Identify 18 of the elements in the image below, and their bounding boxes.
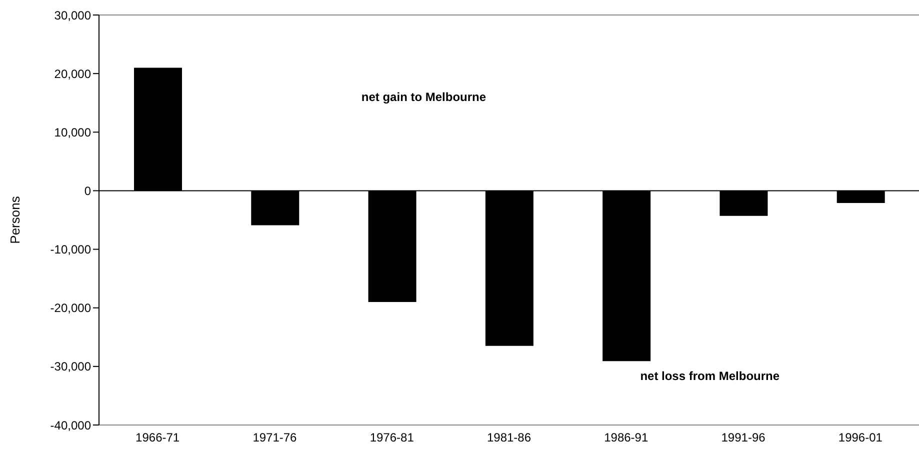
y-tick-label: 10,000 <box>54 125 92 140</box>
annotation: net loss from Melbourne <box>640 368 780 383</box>
annotation: net gain to Melbourne <box>361 90 486 104</box>
y-tick-label: 0 <box>84 184 92 198</box>
x-tick-label: 1976-81 <box>370 430 414 445</box>
x-tick-label: 1996-01 <box>838 430 883 445</box>
y-tick-label: 20,000 <box>54 66 92 81</box>
y-axis-title: Persons <box>8 196 23 244</box>
y-tick-label: -40,000 <box>50 418 92 432</box>
y-tick-label: -20,000 <box>50 301 92 316</box>
x-tick-label: 1981-86 <box>486 430 532 445</box>
y-tick-label: -10,000 <box>50 242 92 257</box>
y-tick-label: 30,000 <box>54 8 92 22</box>
x-tick-label: 1966-71 <box>136 430 180 445</box>
x-tick-label: 1991-96 <box>721 430 766 445</box>
y-tick-label: -30,000 <box>50 360 92 374</box>
x-tick-label: 1986-91 <box>604 430 648 445</box>
x-tick-label: 1971-76 <box>252 430 298 445</box>
